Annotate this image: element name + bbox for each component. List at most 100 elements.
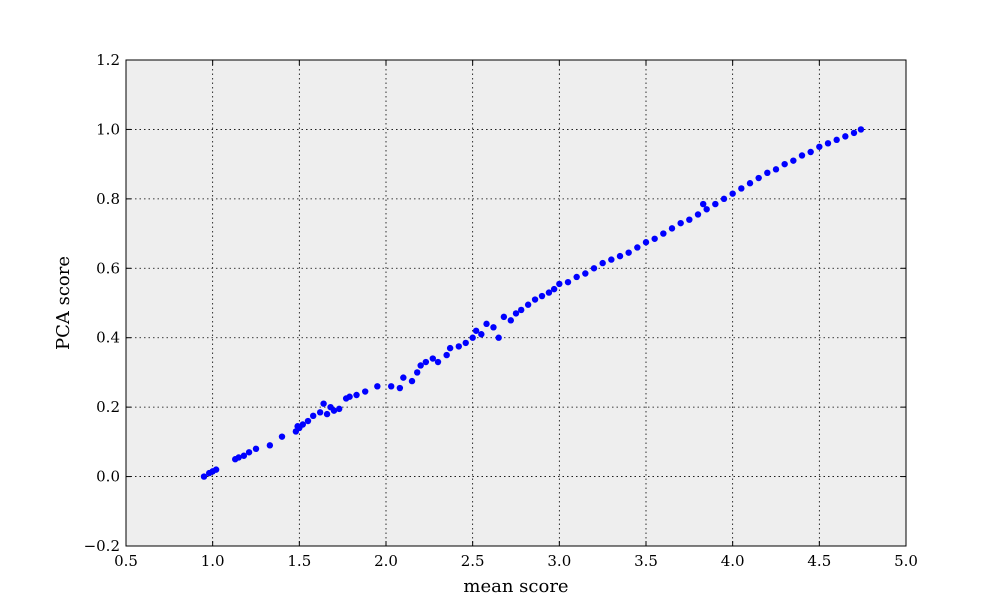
data-point	[556, 280, 563, 288]
y-tick-label: 0.0	[96, 468, 120, 486]
data-point	[642, 239, 650, 246]
data-point	[625, 249, 632, 256]
data-point	[833, 136, 840, 144]
plot-background	[126, 60, 906, 546]
data-point	[582, 270, 589, 277]
data-point	[429, 355, 436, 362]
data-point	[472, 327, 480, 334]
data-point	[235, 454, 242, 461]
data-point	[798, 152, 806, 159]
data-point	[490, 324, 497, 331]
y-tick-label: 1.2	[96, 51, 120, 69]
data-point	[245, 449, 253, 456]
data-point	[443, 351, 450, 359]
y-tick-label: −0.2	[84, 537, 120, 555]
data-point	[507, 317, 514, 324]
data-point	[495, 334, 502, 341]
y-tick-label: 0.6	[96, 259, 120, 277]
data-point	[483, 320, 490, 328]
data-point	[550, 285, 558, 293]
data-point	[336, 405, 343, 413]
data-point	[278, 433, 286, 440]
y-tick-label: 1.0	[96, 120, 120, 138]
data-point	[299, 421, 306, 428]
data-point	[304, 417, 312, 425]
data-point	[816, 143, 823, 150]
data-point	[729, 190, 736, 197]
y-axis-label: PCA score	[53, 256, 74, 350]
data-point	[252, 445, 260, 452]
data-point	[772, 166, 780, 173]
x-tick-label: 5.0	[894, 552, 918, 570]
x-tick-label: 4.0	[721, 552, 745, 570]
data-point	[316, 409, 324, 416]
data-point	[668, 225, 676, 232]
data-point	[446, 344, 454, 352]
data-point	[240, 452, 248, 459]
data-point	[374, 383, 381, 390]
grid-lines	[126, 60, 906, 546]
data-point	[720, 195, 728, 203]
y-tick-label: 0.8	[96, 190, 120, 208]
data-point	[266, 442, 274, 449]
data-point	[573, 273, 580, 281]
data-point	[755, 174, 762, 182]
data-point	[524, 301, 532, 308]
data-point	[346, 393, 353, 400]
data-point	[712, 200, 719, 208]
data-point	[842, 133, 849, 140]
x-tick-label: 1.5	[287, 552, 311, 570]
data-point	[599, 259, 606, 267]
data-points	[200, 126, 865, 480]
data-point	[651, 235, 658, 242]
data-point	[590, 265, 598, 272]
y-tick-label: 0.4	[96, 329, 120, 347]
data-point	[323, 410, 331, 418]
data-point	[677, 219, 684, 227]
data-point	[434, 358, 442, 366]
data-point	[807, 148, 814, 156]
data-point	[616, 252, 624, 260]
data-point	[857, 126, 865, 133]
data-point	[417, 362, 424, 369]
x-tick-label: 3.5	[634, 552, 658, 570]
data-point	[500, 313, 508, 321]
data-point	[518, 306, 525, 314]
data-point	[850, 129, 858, 137]
x-tick-label: 0.5	[114, 552, 138, 570]
data-point	[422, 358, 430, 366]
data-point	[400, 374, 407, 381]
data-point	[545, 289, 553, 296]
data-point	[700, 200, 707, 208]
data-point	[512, 310, 520, 317]
data-point	[462, 339, 469, 347]
plot-frame	[125, 59, 907, 547]
data-point	[478, 331, 485, 338]
data-point	[824, 140, 832, 147]
data-point	[764, 169, 771, 177]
data-point	[320, 400, 327, 407]
data-point	[362, 388, 369, 395]
y-tick-label: 0.2	[96, 398, 120, 416]
x-tick-label: 4.5	[807, 552, 831, 570]
data-point	[564, 278, 572, 286]
y-tick-labels: −0.2 0.0 0.2 0.4 0.6 0.8 1.0 1.2	[84, 51, 120, 555]
data-point	[660, 230, 667, 237]
data-point	[455, 343, 462, 350]
data-point	[531, 296, 539, 303]
data-point	[353, 391, 360, 399]
data-point	[330, 407, 338, 414]
data-point	[694, 211, 702, 218]
x-tick-labels: 0.5 1.0 1.5 2.0 2.5 3.0 3.5 4.0 4.5 5.0	[114, 552, 918, 570]
data-point	[388, 383, 395, 390]
data-point	[746, 180, 754, 187]
data-point	[634, 244, 641, 251]
data-point	[212, 466, 220, 473]
data-point	[414, 369, 421, 376]
data-point	[396, 384, 404, 392]
x-tick-label: 1.0	[201, 552, 225, 570]
data-point	[608, 256, 615, 263]
data-point	[469, 334, 476, 341]
